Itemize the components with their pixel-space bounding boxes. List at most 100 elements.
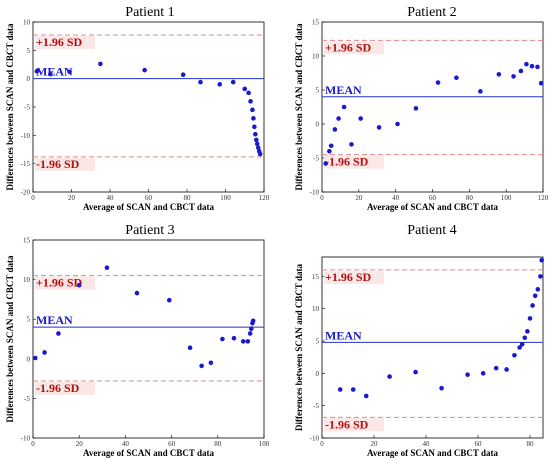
- lower-sd-label: -1.96 SD: [325, 155, 369, 169]
- y-tick-label: -5: [313, 402, 319, 410]
- data-point: [327, 148, 332, 154]
- data-point: [512, 352, 517, 358]
- x-tick-label: 60: [475, 440, 483, 448]
- data-point: [251, 116, 256, 121]
- x-axis-label: Average of SCAN and CBCT data: [83, 202, 214, 212]
- chart-panel-2: Patient 2 0 20 40 60 80 100 120 -10 -5 0 5 10 15 Avera…: [294, 5, 549, 212]
- data-point: [538, 80, 544, 86]
- chart-title: Patient 3: [125, 223, 174, 238]
- x-axis-label: Average of SCAN and CBCT data: [367, 448, 498, 458]
- plot-frame: [321, 256, 544, 439]
- y-tick-label: -10: [310, 435, 320, 443]
- data-point: [478, 89, 483, 94]
- upper-sd-label: +1.96 SD: [36, 276, 83, 290]
- data-point: [454, 75, 459, 81]
- data-point: [208, 360, 214, 366]
- y-tick-label: -20: [21, 189, 31, 197]
- data-point: [518, 68, 524, 74]
- data-point: [535, 64, 540, 70]
- data-point: [198, 79, 203, 85]
- x-tick-label: 120: [538, 194, 549, 202]
- data-point: [250, 107, 255, 113]
- data-point: [332, 127, 338, 132]
- x-tick-label: 80: [466, 194, 474, 202]
- y-tick-label: -10: [310, 189, 320, 197]
- chart-title: Patient 4: [407, 223, 456, 238]
- data-point: [242, 86, 248, 92]
- data-point: [76, 282, 82, 288]
- y-tick-label: -10: [21, 132, 31, 140]
- upper-sd-label: +1.96 SD: [325, 270, 372, 284]
- x-tick-label: 60: [429, 194, 437, 202]
- data-point: [376, 125, 382, 130]
- data-point: [336, 116, 341, 121]
- data-point: [257, 151, 263, 157]
- data-point: [98, 61, 103, 67]
- data-point: [48, 71, 53, 77]
- data-point: [220, 336, 225, 342]
- y-tick-label: 0: [27, 355, 31, 363]
- y-tick-label: 0: [27, 75, 31, 83]
- data-point: [104, 265, 110, 271]
- y-tick-label: 5: [316, 338, 320, 346]
- data-point: [328, 143, 334, 149]
- lower-sd-label: -1.96 SD: [325, 417, 369, 431]
- data-point: [134, 290, 140, 296]
- data-point: [253, 131, 258, 137]
- data-point: [246, 90, 251, 96]
- data-point: [530, 303, 535, 308]
- chart-title: Patient 2: [407, 5, 456, 20]
- data-point: [480, 371, 486, 376]
- x-tick-label: 40: [423, 440, 431, 448]
- x-tick-label: 20: [68, 194, 76, 202]
- data-point: [341, 104, 347, 110]
- x-tick-label: 40: [107, 194, 115, 202]
- y-tick-label: 5: [27, 47, 31, 55]
- data-point: [253, 137, 259, 143]
- data-point: [413, 106, 419, 111]
- x-tick-label: 20: [371, 440, 379, 448]
- data-point: [230, 79, 236, 85]
- upper-sd-label: +1.96 SD: [36, 35, 83, 49]
- y-tick-label: 10: [23, 19, 31, 27]
- y-tick-label: 5: [27, 316, 31, 324]
- upper-sd-label: +1.96 SD: [325, 40, 372, 54]
- data-point: [522, 335, 528, 341]
- chart-panel-1: Patient 1 0 20 40 60 80 100 120 -20 -15 -10 -5 0 5 10 A…: [5, 5, 270, 212]
- y-axis-label: Differences between SCAN and CBCT data: [5, 255, 15, 422]
- y-tick-label: -5: [24, 395, 30, 403]
- data-point: [180, 72, 186, 77]
- data-point: [465, 372, 470, 377]
- y-tick-label: -10: [21, 435, 31, 443]
- data-point: [504, 367, 509, 372]
- y-tick-label: 15: [312, 19, 320, 27]
- plot-frame: [32, 239, 265, 439]
- upper-sd-label-bg: [35, 36, 95, 50]
- y-tick-label: 5: [316, 87, 320, 95]
- data-point: [166, 297, 172, 303]
- data-point: [387, 374, 392, 379]
- mean-label: MEAN: [36, 313, 73, 327]
- data-point: [435, 80, 441, 85]
- lower-sd-label: -1.96 SD: [36, 157, 80, 171]
- chart-panel-4: Patient 4 0 20 40 60 80 -10 -5 0 5 10 15 Average of …: [294, 223, 544, 458]
- data-point: [231, 335, 237, 341]
- lower-sd-label-bg: [324, 418, 384, 432]
- x-tick-label: 0: [31, 440, 35, 448]
- y-tick-label: 15: [23, 237, 31, 245]
- lower-sd-label-bg: [35, 157, 95, 171]
- data-point: [529, 63, 535, 69]
- data-point: [496, 72, 502, 77]
- data-point: [247, 331, 253, 336]
- data-point: [413, 369, 418, 375]
- y-tick-label: -15: [21, 160, 31, 168]
- x-tick-label: 40: [122, 440, 130, 448]
- chart-panel-3: Patient 3 0 20 40 60 80 100 -10 -5 0 5 10 15 Average …: [5, 223, 270, 458]
- data-point: [217, 82, 223, 87]
- y-tick-label: 10: [312, 53, 320, 61]
- data-point: [67, 69, 72, 75]
- lower-sd-label: -1.96 SD: [36, 381, 80, 395]
- upper-sd-label-bg: [324, 270, 384, 284]
- data-point: [142, 67, 147, 73]
